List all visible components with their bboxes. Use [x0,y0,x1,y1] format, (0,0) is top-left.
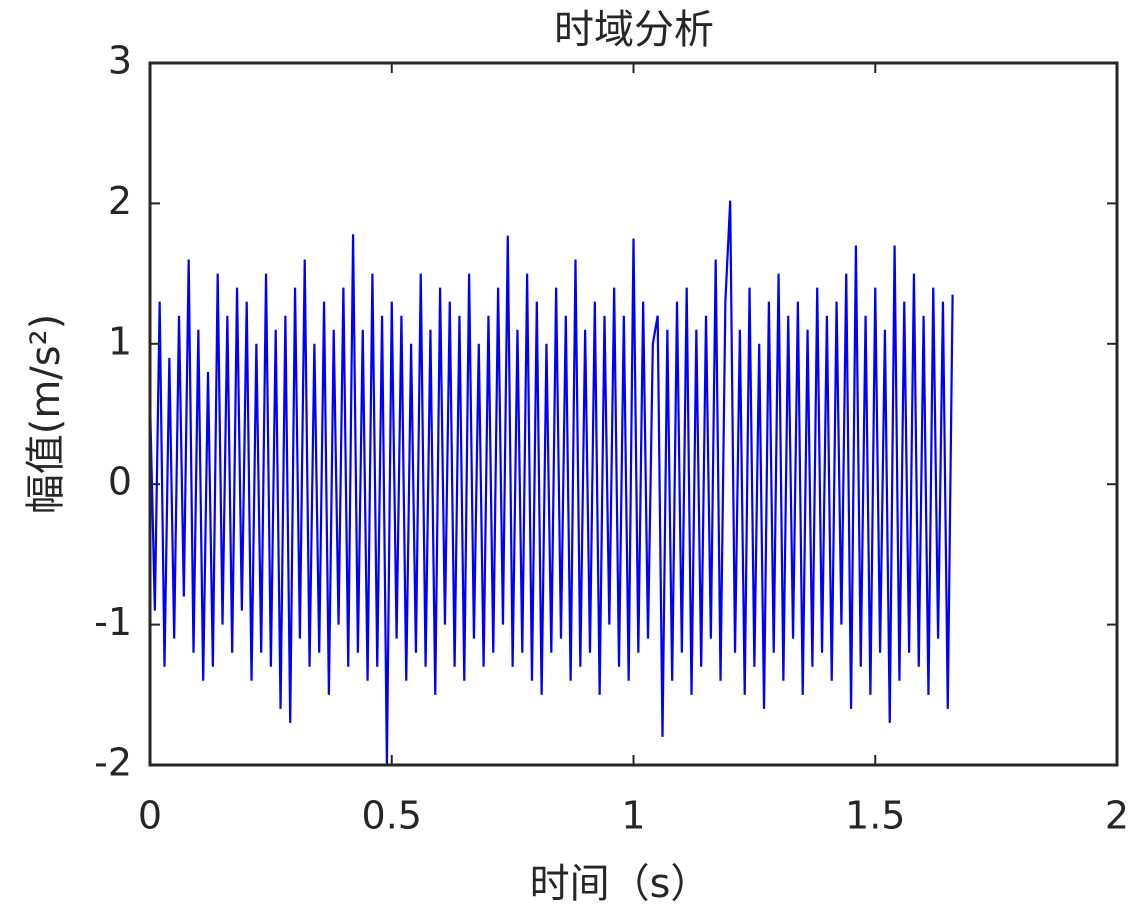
x-tick-label: 2 [1105,794,1129,838]
y-axis-label: 幅值(m/s²) [23,314,69,515]
plot-frame [148,61,1119,767]
y-tick-label: 2 [108,179,132,223]
chart-title: 时域分析 [554,7,714,53]
x-tick-label: 1.5 [845,794,905,838]
data-line [148,200,954,766]
x-tick-label: 0.5 [362,794,422,838]
x-tick-label: 1 [621,794,645,838]
x-axis-label: 时间（s） [530,861,711,907]
x-tick-label: 0 [138,794,162,838]
y-tick-label: 3 [108,39,132,83]
y-tick-label: -1 [94,600,132,644]
y-tick-label: 1 [108,319,132,363]
y-tick-label: -2 [94,741,132,785]
y-tick-label: 0 [108,460,132,504]
